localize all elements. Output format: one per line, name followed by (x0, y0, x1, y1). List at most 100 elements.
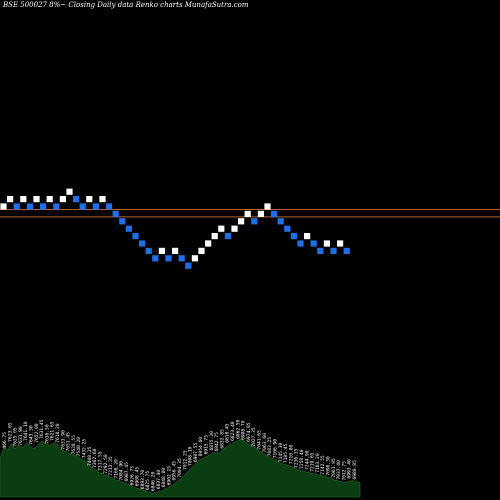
renko-brick-down (290, 233, 297, 240)
renko-brick-down (271, 210, 278, 217)
renko-brick-up (337, 240, 344, 247)
volume-label: 6993.40 (347, 459, 353, 479)
volume-label: 7236.35 (294, 448, 300, 468)
renko-brick-down (165, 255, 172, 262)
volume-label: 6915.75 (204, 435, 210, 455)
renko-brick-up (20, 196, 27, 203)
renko-brick-down (139, 240, 146, 247)
renko-brick-up (0, 203, 7, 210)
volume-label: 7362.60 (92, 448, 98, 468)
volume-label: 7408.25 (87, 446, 93, 466)
renko-brick-down (125, 225, 132, 232)
renko-brick-up (323, 240, 330, 247)
volume-label: 6980.85 (352, 460, 358, 480)
volume-label: 7623.05 (7, 422, 13, 442)
volume-label: 7618.20 (55, 423, 61, 443)
volume-label: 6926.75 (129, 466, 135, 486)
volume-label: 6818.45 (225, 423, 231, 443)
volume-label: 7621.65 (50, 421, 56, 441)
volume-label: 6862.50 (235, 419, 241, 439)
renko-brick-up (218, 225, 225, 232)
volume-label: 7061.85 (331, 458, 337, 478)
volume-label: 7651.45 (66, 432, 72, 452)
renko-brick-down (92, 203, 99, 210)
volume-label: 7292.50 (103, 454, 109, 474)
renko-brick-up (66, 188, 73, 195)
volume-label: 7652.00 (34, 423, 40, 443)
volume-label: 7636.50 (44, 424, 50, 444)
volume-label: 7012.25 (182, 450, 188, 470)
volume-label: 7145.30 (278, 443, 284, 463)
volume-area (0, 438, 361, 498)
volume-label: 6956.45 (172, 461, 178, 481)
renko-brick-down (277, 218, 284, 225)
renko-brick-down (284, 225, 291, 232)
volume-label: 7631.45 (39, 419, 45, 439)
volume-label: 7004.35 (177, 458, 183, 478)
volume-label: 7633.90 (18, 426, 24, 446)
renko-brick-up (238, 218, 245, 225)
volume-label: 6837.40 (156, 470, 162, 490)
volume-label: 7643.30 (29, 425, 35, 445)
volume-label: 7185.45 (283, 444, 289, 464)
renko-brick-down (343, 247, 350, 254)
renko-brick-down (26, 203, 33, 210)
volume-label: 7008.10 (188, 446, 194, 466)
volume-label: 7210.80 (288, 444, 294, 464)
volume-label: 7037.40 (336, 460, 342, 480)
chart-title: BSE 500027 8%~ Closing Daily data Renko … (3, 1, 249, 9)
volume-label: 7219.65 (310, 452, 316, 472)
renko-brick-up (33, 196, 40, 203)
volume-label: 7540.20 (76, 437, 82, 457)
volume-label: 6908.45 (135, 467, 141, 487)
renko-brick-down (79, 203, 86, 210)
renko-brick-down (310, 240, 317, 247)
renko-brick-down (185, 262, 192, 269)
renko-brick-down (330, 247, 337, 254)
renko-brick-up (205, 240, 212, 247)
volume-label: 6987.45 (124, 462, 130, 482)
volume-label: 7625.05 (13, 427, 19, 447)
volume-label: 6987.55 (193, 443, 199, 463)
volume-label: 7084.90 (119, 461, 125, 481)
volume-label: 7142.55 (320, 455, 326, 475)
renko-brick-up (304, 233, 311, 240)
renko-brick-down (53, 203, 60, 210)
renko-brick-down (297, 240, 304, 247)
renko-brick-down (132, 233, 139, 240)
renko-brick-up (257, 210, 264, 217)
renko-brick-up (198, 247, 205, 254)
volume-label: 7106.90 (272, 439, 278, 459)
renko-brick-up (46, 196, 53, 203)
volume-label: 7258.40 (299, 449, 305, 469)
volume-label: 7168.20 (113, 459, 119, 479)
renko-brick-down (112, 210, 119, 217)
renko-brick-down (40, 203, 47, 210)
volume-label: 6875.30 (209, 431, 215, 451)
volume-label: 7027.35 (251, 427, 257, 447)
renko-brick-up (99, 196, 106, 203)
renko-brick-down (178, 255, 185, 262)
renko-brick-up (264, 203, 271, 210)
volume-label: 7213.35 (108, 456, 114, 476)
renko-brick-up (172, 247, 179, 254)
renko-brick-up (7, 196, 14, 203)
volume-label: 6902.15 (166, 466, 172, 486)
renko-brick-down (145, 247, 152, 254)
renko-brick-down (119, 218, 126, 225)
volume-label: 6893.70 (140, 470, 146, 490)
volume-label: 6974.85 (246, 422, 252, 442)
volume-label: 7628.55 (71, 435, 77, 455)
volume-layer (0, 438, 361, 498)
renko-brick-up (86, 196, 93, 203)
renko-brick-up (191, 255, 198, 262)
volume-label: 7633.90 (60, 430, 66, 450)
renko-brick-down (317, 247, 324, 254)
renko-brick-down (251, 218, 258, 225)
renko-brick-down (152, 255, 159, 262)
volume-label: 6823.40 (230, 421, 236, 441)
renko-brick-up (211, 233, 218, 240)
volume-label: 7183.20 (315, 453, 321, 473)
volume-label: 6875.75 (145, 471, 151, 491)
